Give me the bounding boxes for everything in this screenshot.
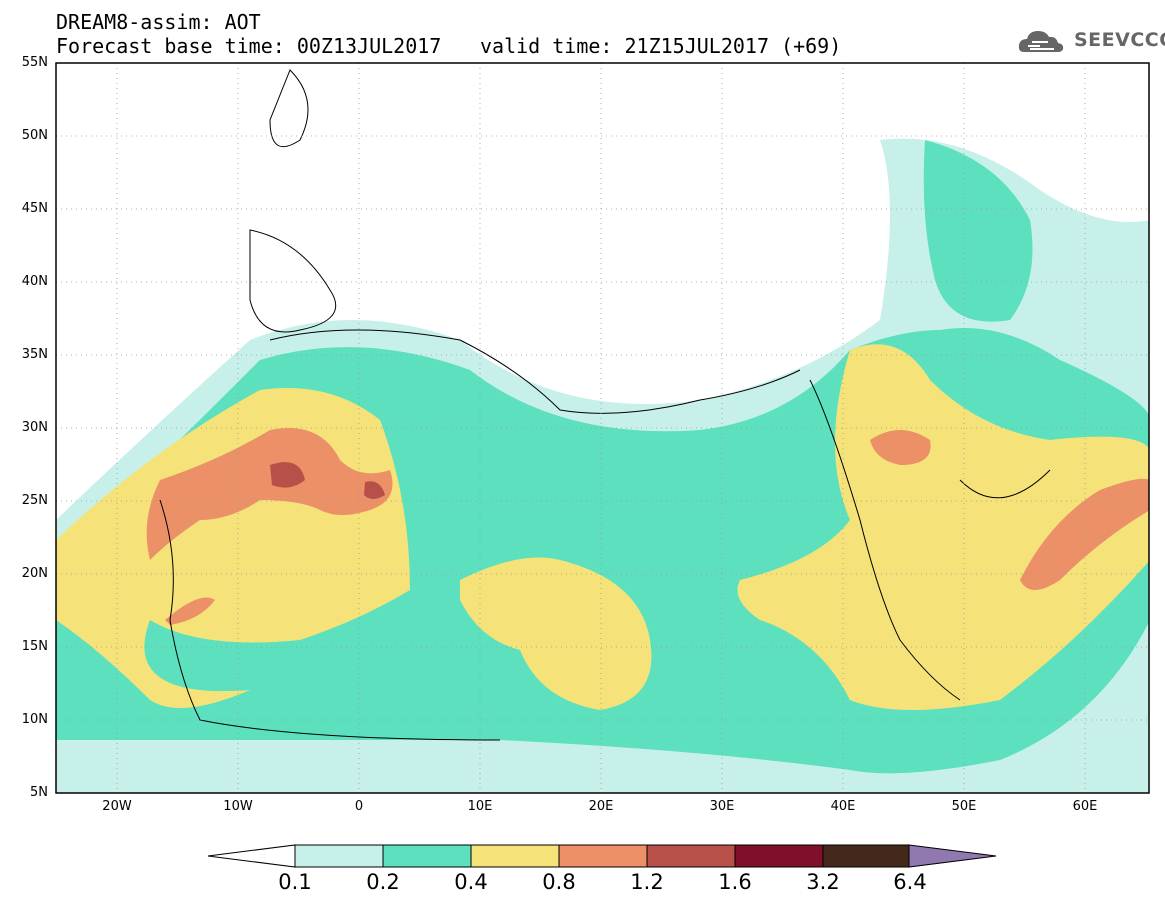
colorbar-label: 6.4 xyxy=(893,870,927,894)
valid-time: valid time: 21Z15JUL2017 (+69) xyxy=(480,34,842,58)
colorbar-bin-6 xyxy=(734,844,824,868)
chart-title: DREAM8-assim: AOT xyxy=(56,10,261,34)
lon-label: 50E xyxy=(951,799,977,814)
colorbar-bin-7 xyxy=(822,844,910,868)
lat-label: 20N xyxy=(21,566,48,581)
lat-label: 25N xyxy=(21,493,48,508)
forecast-base-time: Forecast base time: 00Z13JUL2017 xyxy=(56,34,442,58)
colorbar-bin-3 xyxy=(470,844,560,868)
cloud-logo-icon xyxy=(1018,31,1064,52)
colorbar-label: 0.2 xyxy=(366,870,400,894)
lon-label: 60E xyxy=(1072,799,1098,814)
lat-label: 55N xyxy=(21,55,48,70)
lat-label: 40N xyxy=(21,274,48,289)
colorbar-label: 0.8 xyxy=(542,870,576,894)
colorbar xyxy=(207,844,997,868)
aot-band-08-sahara xyxy=(146,428,393,560)
lat-label: 30N xyxy=(21,420,48,435)
aot-band-02-caspian xyxy=(923,140,1033,322)
lon-label: 40E xyxy=(830,799,856,814)
lat-label: 45N xyxy=(21,201,48,216)
colorbar-bin-2 xyxy=(382,844,472,868)
aot-band-04-central xyxy=(460,557,652,710)
colorbar-low-arrow xyxy=(207,844,296,868)
logo-text: SEEVCCC xyxy=(1074,29,1165,51)
colorbar-bin-5 xyxy=(646,844,736,868)
coastlines xyxy=(159,69,1051,741)
lat-label: 15N xyxy=(21,639,48,654)
colorbar-label: 1.2 xyxy=(630,870,664,894)
lon-label: 10W xyxy=(223,799,253,814)
grid-lines xyxy=(56,63,1149,793)
aot-band-04-arabia xyxy=(737,344,1149,710)
colorbar-label: 3.2 xyxy=(806,870,840,894)
aot-shading xyxy=(56,138,1149,793)
lat-label: 50N xyxy=(21,128,48,143)
lon-label: 10E xyxy=(467,799,493,814)
lat-label: 35N xyxy=(21,347,48,362)
aot-band-12 xyxy=(270,462,305,488)
aot-band-08-mali xyxy=(165,597,215,625)
map-frame xyxy=(55,62,1150,794)
aot-band-08-iraq xyxy=(870,430,931,465)
colorbar-label: 1.6 xyxy=(718,870,752,894)
colorbar-high-arrow xyxy=(908,844,997,868)
lon-label: 0 xyxy=(354,799,364,814)
lon-label: 20W xyxy=(102,799,132,814)
lat-label: 10N xyxy=(21,712,48,727)
aot-band-08-oman xyxy=(1020,478,1149,590)
colorbar-label: 0.4 xyxy=(454,870,488,894)
colorbar-bin-4 xyxy=(558,844,648,868)
lon-label: 30E xyxy=(709,799,735,814)
lat-label: 5N xyxy=(30,785,48,800)
colorbar-bin-1 xyxy=(294,844,384,868)
colorbar-label: 0.1 xyxy=(278,870,312,894)
aot-band-12-b xyxy=(364,481,385,499)
lon-label: 20E xyxy=(588,799,614,814)
